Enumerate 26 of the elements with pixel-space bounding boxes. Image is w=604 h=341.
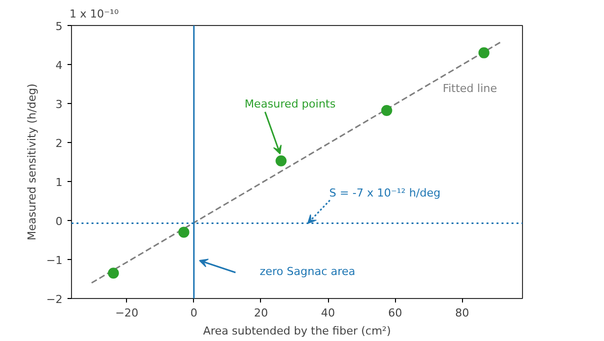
y-tick-label: 4 bbox=[56, 59, 62, 72]
y-tick-label: 3 bbox=[56, 98, 62, 111]
point bbox=[108, 268, 119, 279]
point bbox=[381, 105, 392, 116]
x-axis-title: Area subtended by the fiber (cm²) bbox=[203, 324, 391, 338]
text: 1 x 10⁻¹⁰ bbox=[70, 8, 120, 20]
y-tick-label: 1 bbox=[56, 176, 62, 189]
x-tick-label: 80 bbox=[455, 306, 470, 320]
x-tick-label: 40 bbox=[321, 306, 336, 320]
annotation: Measured points bbox=[244, 97, 336, 110]
x-tick-label: 60 bbox=[388, 306, 402, 320]
y-tick-label: −1 bbox=[46, 254, 63, 267]
point bbox=[478, 47, 490, 58]
annotation: zero Sagnac area bbox=[260, 265, 356, 278]
x-tick-label: 0 bbox=[190, 306, 198, 320]
annotation: Fitted line bbox=[442, 82, 498, 96]
point bbox=[178, 226, 190, 238]
y-tick-label: 2 bbox=[56, 137, 62, 150]
y-tick-label: 0 bbox=[56, 215, 62, 228]
point bbox=[276, 155, 287, 166]
y-axis-title: Measured sensitivity (h/deg) bbox=[25, 84, 38, 240]
x-tick-label: −20 bbox=[115, 306, 138, 320]
y-tick-label: 5 bbox=[56, 20, 62, 33]
y-tick-label: −2 bbox=[46, 293, 63, 306]
x-tick-label: 20 bbox=[254, 306, 268, 320]
annotation: S = -7 x 10⁻¹² h/deg bbox=[329, 186, 441, 200]
